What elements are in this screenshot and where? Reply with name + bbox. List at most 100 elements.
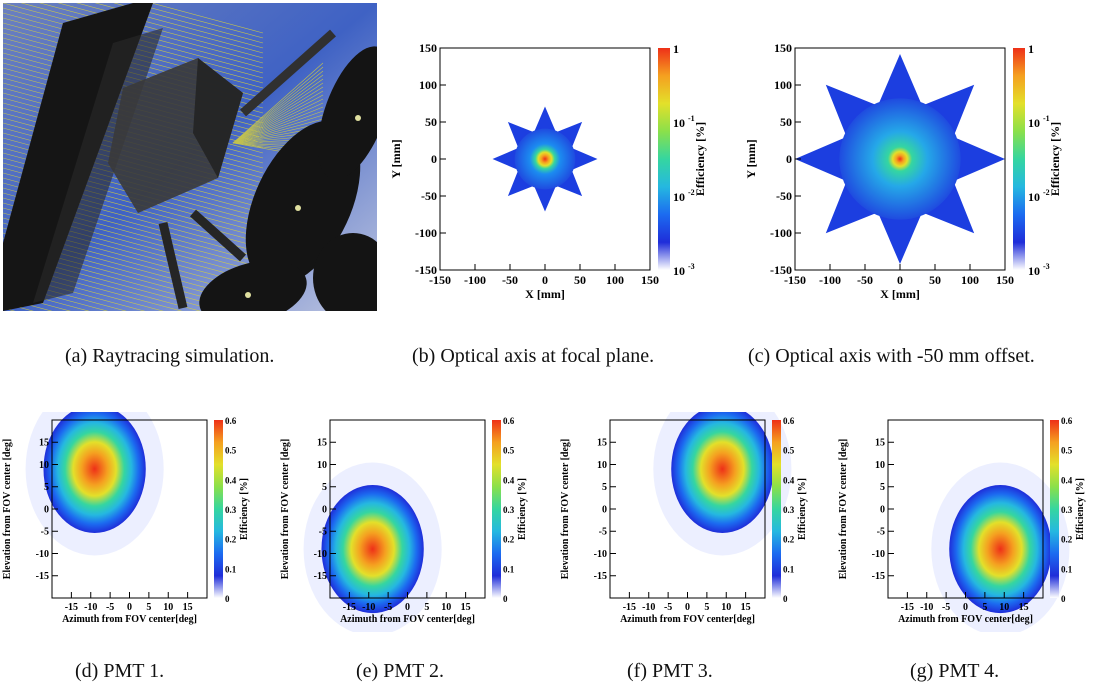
x-tick-label: 150 <box>996 273 1014 287</box>
x-tick-label: 0 <box>685 602 690 613</box>
y-tick-label: -10 <box>594 549 607 560</box>
x-tick-label: -5 <box>384 602 392 613</box>
x-tick-label: 10 <box>163 602 173 613</box>
y-axis-label: Elevation from FOV center [deg] <box>838 439 849 580</box>
colorbar-tick-label: 0.1 <box>503 564 515 574</box>
x-tick-label: 0 <box>963 602 968 613</box>
colorbar <box>492 420 501 598</box>
y-tick-label: 100 <box>774 78 792 92</box>
x-tick-label: 50 <box>574 273 586 287</box>
y-axis-label: Elevation from FOV center [deg] <box>280 439 291 580</box>
colorbar-tick-label: 0 <box>783 594 788 604</box>
y-tick-label: -5 <box>319 527 327 538</box>
y-tick-label: -10 <box>872 549 885 560</box>
y-tick-label: 150 <box>774 41 792 55</box>
colorbar-tick-label: 0.1 <box>783 564 795 574</box>
y-tick-label: 10 <box>597 460 607 471</box>
x-axis-label: Azimuth from FOV center[deg] <box>340 614 475 625</box>
x-tick-label: 15 <box>183 602 193 613</box>
x-tick-label: -10 <box>362 602 375 613</box>
y-tick-label: -150 <box>770 263 792 277</box>
raytrace-mirror-dot-2 <box>355 115 361 121</box>
x-tick-label: -10 <box>642 602 655 613</box>
colorbar-tick-exponent: -1 <box>688 114 695 123</box>
ray-line <box>232 74 324 144</box>
y-tick-label: -15 <box>872 571 885 582</box>
raytrace-rod-3 <box>240 29 336 117</box>
y-tick-label: 0 <box>786 152 792 166</box>
heatmap-spot <box>43 412 146 534</box>
ray-line <box>232 62 324 144</box>
ray-line <box>232 66 324 144</box>
x-tick-label: -15 <box>65 602 78 613</box>
ray-line <box>232 78 324 144</box>
x-axis-label: X [mm] <box>880 287 920 301</box>
colorbar-label: Efficiency [%] <box>517 478 528 540</box>
y-tick-label: 10 <box>39 460 49 471</box>
colorbar-tick-label: 10 <box>673 264 685 278</box>
colorbar-tick-label: 0.2 <box>783 535 795 545</box>
y-tick-label: 5 <box>44 482 49 493</box>
y-tick-label: 0 <box>431 152 437 166</box>
y-tick-label: 150 <box>419 41 437 55</box>
x-tick-label: -15 <box>343 602 356 613</box>
colorbar-tick-label: 0.4 <box>503 475 515 485</box>
colorbar-tick-label: 0.5 <box>783 446 795 456</box>
y-tick-label: -10 <box>36 549 49 560</box>
x-tick-label: 100 <box>961 273 979 287</box>
caption-g: (g) PMT 4. <box>910 660 1000 682</box>
raytrace-camera-face <box>193 58 243 178</box>
x-tick-label: -15 <box>901 602 914 613</box>
y-tick-label: -100 <box>415 226 437 240</box>
colorbar-tick-label: 0.3 <box>1061 505 1073 515</box>
y-tick-label: -5 <box>877 527 885 538</box>
colorbar-tick-label: 0.3 <box>503 505 515 515</box>
raytrace-render <box>3 3 377 311</box>
colorbar-tick-label: 0.6 <box>783 416 795 426</box>
heatmap-spot-core <box>514 128 576 190</box>
x-tick-label: 100 <box>606 273 624 287</box>
heatmap-spot <box>321 484 424 614</box>
colorbar-tick-exponent: -3 <box>1043 262 1050 271</box>
y-tick-label: 0 <box>602 504 607 515</box>
colorbar <box>658 48 670 270</box>
x-tick-label: -150 <box>429 273 451 287</box>
caption-a: (a) Raytracing simulation. <box>65 345 275 367</box>
colorbar-tick-label: 0 <box>1061 594 1066 604</box>
colorbar-tick-label: 1 <box>1028 42 1034 56</box>
colorbar-tick-label: 0 <box>503 594 508 604</box>
ray-line <box>232 90 324 144</box>
ray-line <box>232 106 324 144</box>
y-tick-label: 0 <box>880 504 885 515</box>
colorbar-tick-exponent: -1 <box>1043 114 1050 123</box>
x-tick-label: -5 <box>942 602 950 613</box>
colorbar-tick-label: 0.1 <box>225 564 237 574</box>
colorbar-tick-label: 0.6 <box>1061 416 1073 426</box>
colorbar-tick-exponent: -3 <box>688 262 695 271</box>
y-tick-label: -15 <box>314 571 327 582</box>
x-tick-label: -15 <box>623 602 636 613</box>
x-tick-label: 5 <box>704 602 709 613</box>
caption-c: (c) Optical axis with -50 mm offset. <box>748 345 1035 367</box>
raytrace-mirror-2 <box>318 46 377 180</box>
colorbar-tick-label: 10 <box>1028 190 1040 204</box>
heatmap-spot <box>671 412 774 534</box>
x-tick-label: 5 <box>424 602 429 613</box>
x-axis-label: X [mm] <box>525 287 565 301</box>
colorbar-tick-label: 10 <box>673 116 685 130</box>
colorbar <box>1013 48 1025 270</box>
chart-focal-plane: -150 -100 -50 0 50 100 150 150 100 50 0 -50 -100 -150… <box>389 41 707 301</box>
x-tick-label: 15 <box>741 602 751 613</box>
heatmap-spot-core <box>839 98 961 220</box>
colorbar-tick-label: 10 <box>1028 116 1040 130</box>
x-tick-label: -150 <box>784 273 806 287</box>
caption-e: (e) PMT 2. <box>356 660 444 682</box>
colorbar-label: Efficiency [%] <box>693 122 707 196</box>
x-tick-label: 5 <box>146 602 151 613</box>
y-tick-label: 5 <box>602 482 607 493</box>
ray-line <box>150 3 264 34</box>
x-axis-label: Azimuth from FOV center[deg] <box>62 614 197 625</box>
x-tick-label: 5 <box>982 602 987 613</box>
x-tick-label: 0 <box>405 602 410 613</box>
